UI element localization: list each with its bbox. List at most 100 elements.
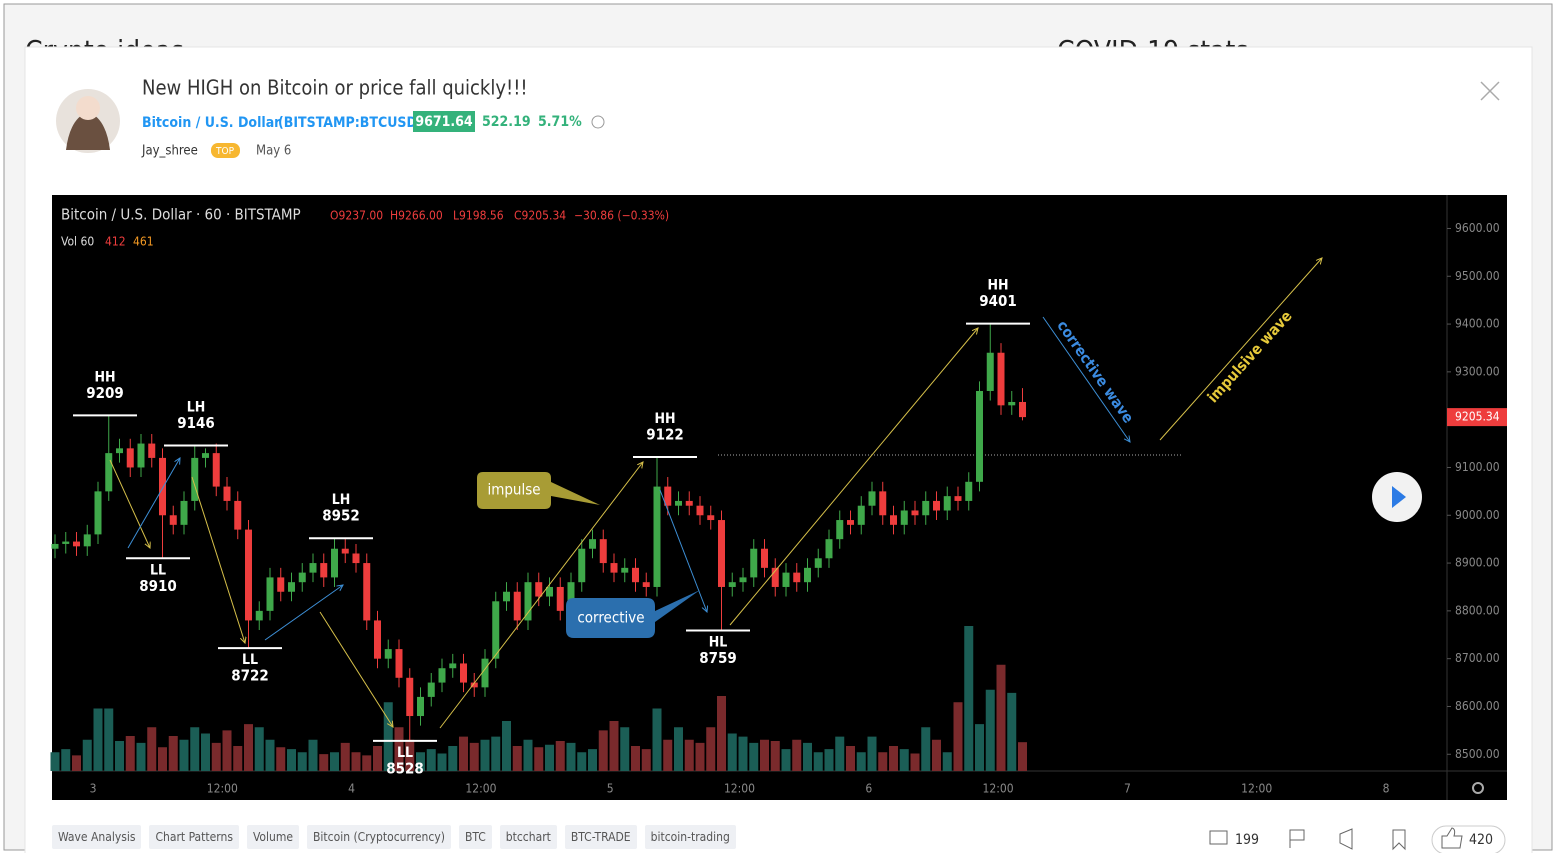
y-tick-label: 8700.00 xyxy=(1455,651,1500,665)
candle-body xyxy=(492,601,500,659)
volume-bar xyxy=(985,689,995,771)
level-value: 9401 xyxy=(979,292,1017,310)
settings-icon[interactable] xyxy=(1472,782,1484,794)
comment-icon[interactable] xyxy=(1209,830,1228,845)
volume-bar xyxy=(201,733,210,771)
y-tick-label: 8500.00 xyxy=(1455,747,1500,761)
ohlc-label: O9237.00 xyxy=(330,209,383,223)
volume-bar xyxy=(792,739,802,771)
y-tick-label: 8600.00 xyxy=(1455,699,1500,713)
volume-bar xyxy=(566,742,576,771)
volume-bar xyxy=(459,736,468,771)
tag[interactable]: Wave Analysis xyxy=(52,825,142,849)
trend-arrow xyxy=(729,328,978,626)
candle-body xyxy=(814,558,822,568)
candle-body xyxy=(460,663,467,683)
candle-body xyxy=(739,577,747,583)
x-tick-label: 6 xyxy=(865,782,872,796)
tag[interactable]: btcchart xyxy=(499,825,557,849)
volume-bar xyxy=(867,736,877,771)
volume-bar xyxy=(717,696,726,771)
y-tick-label: 9100.00 xyxy=(1455,460,1500,474)
alert-icon[interactable] xyxy=(591,115,605,129)
x-tick-label: 8 xyxy=(1383,782,1390,796)
volume-bar xyxy=(362,755,372,771)
level-value: 9122 xyxy=(646,425,684,443)
candle-body xyxy=(449,663,457,669)
volume-bar xyxy=(921,727,931,771)
candle-body xyxy=(589,539,596,549)
candle-body xyxy=(632,567,639,583)
level-value: 8722 xyxy=(231,667,269,685)
candle-body xyxy=(277,577,285,592)
volume-bar xyxy=(727,733,737,771)
date: May 6 xyxy=(256,144,291,159)
badge-text: TOP xyxy=(215,146,235,157)
volume-bar xyxy=(835,736,845,771)
trend-arrow xyxy=(1159,258,1322,441)
volume-bar xyxy=(942,752,952,771)
volume-bar xyxy=(975,724,984,771)
candle-body xyxy=(352,553,360,564)
volume-bar xyxy=(652,708,662,771)
volume-bar xyxy=(641,749,651,771)
tag[interactable]: bitcoin-trading xyxy=(644,825,736,849)
level-value: 9209 xyxy=(86,384,124,402)
tag[interactable]: Volume xyxy=(246,825,300,849)
avatar-face xyxy=(76,96,100,120)
candle-body xyxy=(664,486,672,506)
volume-bar xyxy=(265,739,275,771)
change: 522.19 xyxy=(482,114,531,130)
candle-body xyxy=(890,515,897,525)
volume-bar xyxy=(964,626,974,771)
volume-bar xyxy=(598,730,608,771)
price-tag-label: 9205.34 xyxy=(1455,410,1500,424)
level-label: LH xyxy=(332,492,351,508)
symbol[interactable]: Bitcoin / U.S. Dollar xyxy=(142,115,281,131)
candle-body xyxy=(341,548,349,554)
tag[interactable]: Chart Patterns xyxy=(149,825,239,849)
volume-bar xyxy=(330,752,339,771)
x-tick-label: 12:00 xyxy=(724,782,755,796)
volume-bar xyxy=(416,752,425,771)
level-label: LL xyxy=(150,562,166,578)
volume-bar xyxy=(244,724,253,771)
x-tick-label: 12:00 xyxy=(1241,782,1272,796)
share-icon[interactable] xyxy=(1339,828,1353,850)
candle-body xyxy=(578,548,586,583)
like-button[interactable] xyxy=(1431,825,1506,853)
candle-body xyxy=(653,486,661,587)
callout-box xyxy=(566,590,700,638)
volume-bar xyxy=(577,752,587,771)
level-value: 8528 xyxy=(386,759,424,777)
bookmark-icon[interactable] xyxy=(1392,829,1406,851)
tag[interactable]: BTC xyxy=(458,825,492,849)
trend-arrow xyxy=(659,489,707,612)
volume-bar xyxy=(308,739,318,771)
close-button[interactable] xyxy=(1480,81,1500,101)
candle-body xyxy=(771,567,779,587)
volume-bar xyxy=(706,727,716,771)
volume-bar xyxy=(663,739,673,771)
level-value: 8759 xyxy=(699,649,737,667)
callout-box xyxy=(477,472,600,509)
volume-bar xyxy=(770,741,780,771)
candle-body xyxy=(718,520,725,587)
level-value: 8910 xyxy=(139,577,177,595)
volume-bar xyxy=(394,727,404,771)
volume-bar xyxy=(889,746,898,771)
flag-icon[interactable] xyxy=(1289,829,1305,848)
tag[interactable]: Bitcoin (Cryptocurrency) xyxy=(307,825,451,849)
exchange-symbol[interactable]: (BITSTAMP:BTCUSD) xyxy=(278,115,423,131)
y-tick-label: 9300.00 xyxy=(1455,364,1500,378)
candle-body xyxy=(857,505,865,525)
volume-bar xyxy=(297,752,307,771)
tag[interactable]: BTC-TRADE xyxy=(564,825,637,849)
level-label: LH xyxy=(187,399,206,415)
level-value: 9146 xyxy=(177,414,215,432)
author[interactable]: Jay_shree xyxy=(141,144,198,159)
candle-body xyxy=(868,491,876,506)
avatar-figure xyxy=(66,112,110,150)
candle-body xyxy=(728,582,736,587)
volume-bar xyxy=(351,752,361,771)
